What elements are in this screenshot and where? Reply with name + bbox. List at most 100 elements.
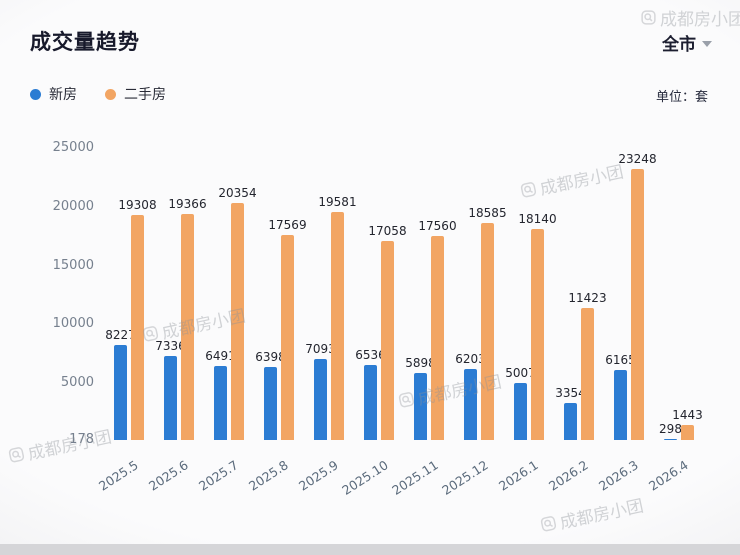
magnifier-logo-icon [641,10,656,25]
scope-selector[interactable]: 全市 [662,30,712,55]
y-axis-tick-label: 178 [69,432,94,447]
bar-group-2025.11: 5898 17560 [404,148,457,440]
watermark: 成都房小团 [641,5,740,30]
bar-value-label: 5898 [405,355,436,370]
y-axis-tick-label: 10000 [52,316,94,332]
bar-group-2025.10: 6536 17058 [354,148,407,440]
bottom-strip [0,544,740,555]
bar-value-label: 19308 [118,197,157,212]
x-axis-tick-label: 2025.12 [439,457,492,498]
bar-二手房-2026.2[interactable]: 11423 [568,291,607,440]
bar-新房-2026.1[interactable]: 5007 [505,366,536,440]
bar-value-label: 17569 [268,218,307,233]
chart-legend: 新房 二手房 [30,84,166,104]
bar-value-label: 6203 [455,352,486,367]
x-axis-tick-label: 2025.7 [196,457,242,494]
bar-新房-2026.2[interactable]: 3354 [555,386,586,440]
x-axis-tick-label: 2026.1 [496,457,542,494]
bar-二手房-2025.8[interactable]: 17569 [268,218,307,440]
bar-value-label: 298 [659,421,682,436]
bar-value-label: 19581 [318,194,357,209]
x-axis: 2025.5 2025.6 2025.7 2025.8 2025.9 2025.10 202… [96,446,704,508]
legend-item-secondhand-homes[interactable]: 二手房 [105,84,166,104]
bar-value-label: 7093 [305,341,336,356]
bar-value-label: 18585 [468,206,507,221]
magnifier-logo-icon [540,516,557,532]
bar-二手房-2025.10[interactable]: 17058 [368,224,407,440]
bar-二手房-2025.7[interactable]: 20354 [218,186,257,440]
x-axis-tick-label: 2025.6 [146,457,192,494]
bar-value-label: 11423 [568,290,607,305]
legend-label-new-homes: 新房 [49,87,77,103]
y-axis-tick-label: 15000 [52,257,94,273]
bar-新房-2025.11[interactable]: 5898 [405,356,436,440]
y-axis-tick-label: 5000 [60,375,94,391]
bar-group-2025.5: 8227 19308 [104,148,157,440]
bar-value-label: 17058 [368,224,407,239]
bar-group-2025.12: 6203 18585 [454,148,507,440]
bar-二手房-2026.1[interactable]: 18140 [518,212,557,440]
y-axis-tick-label: 20000 [52,198,94,214]
bar-group-2025.8: 6398 17569 [254,148,307,440]
bar-value-label: 23248 [618,151,657,166]
x-axis-tick-label: 2025.9 [296,457,342,494]
watermark-text: 成都房小团 [660,10,740,30]
bar-二手房-2025.9[interactable]: 19581 [318,195,357,440]
bar-value-label: 18140 [518,211,557,226]
x-axis-tick-label: 2025.11 [389,457,442,498]
bar-二手房-2025.12[interactable]: 18585 [468,206,507,440]
chevron-down-icon [702,40,712,47]
x-axis-tick-label: 2025.10 [339,457,392,498]
bar-新房-2025.6[interactable]: 7336 [155,339,186,440]
bar-二手房-2026.4[interactable]: 1443 [672,408,703,440]
bar-value-label: 20354 [218,185,257,200]
legend-item-new-homes[interactable]: 新房 [30,84,77,104]
bar-value-label: 5007 [505,366,536,381]
bar-group-2026.3: 6165 23248 [604,148,657,440]
bar-group-2026.2: 3354 11423 [554,148,607,440]
bar-二手房-2025.6[interactable]: 19366 [168,197,207,440]
x-axis-tick-label: 2025.8 [246,457,292,494]
bar-新房-2025.5[interactable]: 8227 [105,328,136,440]
bar-group-2025.9: 7093 19581 [304,148,357,440]
bar-value-label: 6398 [255,349,286,364]
bar-group-2026.4: 298 1443 [654,148,704,440]
bar-value-label: 19366 [168,197,207,212]
bar-value-label: 17560 [418,218,457,233]
x-axis-tick-label: 2026.2 [546,457,592,494]
x-axis-tick-label: 2025.5 [96,457,142,494]
bar-新房-2025.10[interactable]: 6536 [355,348,386,440]
legend-label-secondhand-homes: 二手房 [124,87,166,103]
bar-二手房-2025.5[interactable]: 19308 [118,198,157,440]
legend-dot-new-homes [30,88,41,100]
y-axis: 25000 20000 15000 10000 5000 178 [28,140,94,447]
magnifier-logo-icon [8,447,25,463]
bar-新房-2025.12[interactable]: 6203 [455,352,486,440]
unit-label: 单位：套 [655,90,708,105]
bar-value-label: 3354 [555,385,586,400]
bar-value-label: 1443 [672,408,703,423]
bar-chart-plot-area: 8227 19308 7336 19366 6491 20354 6398 17569 7093… [104,148,704,440]
bar-group-2025.6: 7336 19366 [154,148,207,440]
bar-group-2025.7: 6491 20354 [204,148,257,440]
legend-dot-secondhand-homes [105,88,116,100]
page-title: 成交量趋势 [30,30,140,54]
bar-新房-2025.8[interactable]: 6398 [255,350,286,440]
x-axis-tick-label: 2026.3 [596,457,642,494]
bar-value-label: 6536 [355,348,386,363]
bar-value-label: 7336 [155,338,186,353]
bar-新房-2025.7[interactable]: 6491 [205,349,236,440]
x-axis-tick-label: 2026.4 [646,457,692,494]
bar-group-2026.1: 5007 18140 [504,148,557,440]
bar-二手房-2025.11[interactable]: 17560 [418,219,457,440]
bar-value-label: 8227 [105,328,136,343]
y-axis-tick-label: 25000 [52,140,94,155]
bar-value-label: 6165 [605,352,636,367]
bar-新房-2026.4[interactable]: 298 [659,422,682,440]
scope-selector-label: 全市 [662,35,696,55]
bar-二手房-2026.3[interactable]: 23248 [618,152,657,440]
bar-新房-2026.3[interactable]: 6165 [605,353,636,440]
bar-value-label: 6491 [205,348,236,363]
bar-新房-2025.9[interactable]: 7093 [305,342,336,440]
